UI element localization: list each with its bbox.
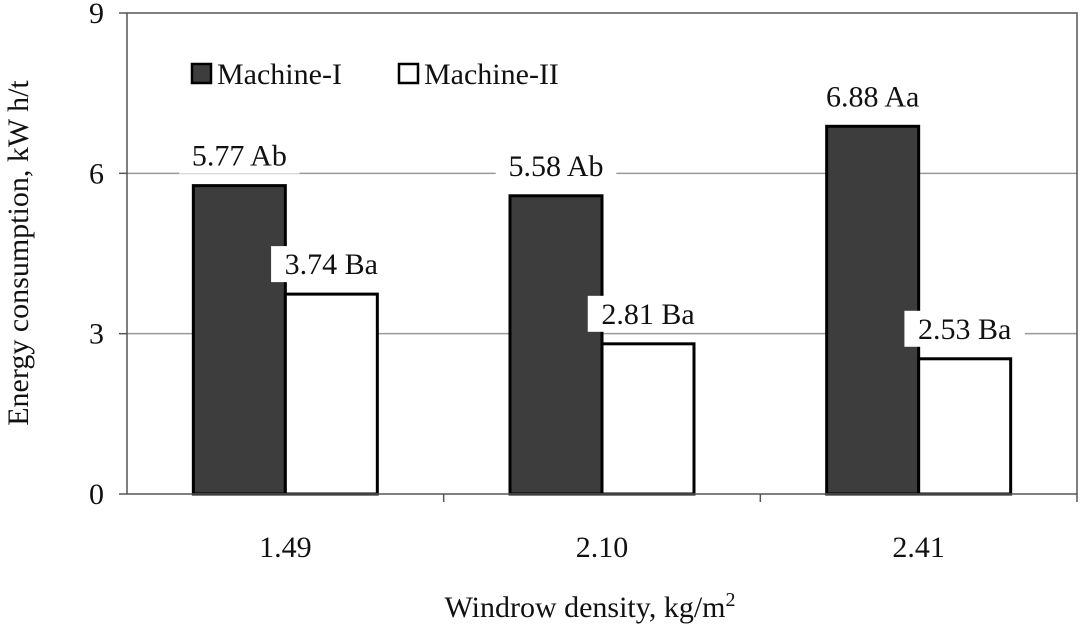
x-axis-title: Windrow density, kg/m2 — [445, 589, 736, 624]
x-axis-title-main: Windrow density, kg/m — [445, 591, 726, 624]
legend-label-machine-i: Machine-I — [217, 58, 342, 91]
x-axis-title-superscript: 2 — [726, 589, 736, 611]
x-tick-label: 2.41 — [892, 531, 945, 564]
x-axis-ticks: 1.49 2.10 2.41 — [259, 494, 1078, 564]
y-tick-label: 0 — [89, 478, 104, 511]
bar-machine-ii — [917, 357, 1013, 496]
data-label: 3.74 Ba — [285, 248, 378, 281]
y-tick-label: 9 — [89, 0, 104, 30]
bar-machine-i — [825, 124, 921, 496]
data-label-bg — [495, 147, 617, 184]
data-labels: 5.77 Ab 3.74 Ba 5.58 Ab 2.81 Ba 6.88 Aa 2.53 … — [179, 78, 1025, 347]
bar-machine-i — [508, 194, 604, 496]
y-axis-title: Energy consumption, kW h/t — [2, 80, 35, 426]
bar-machine-ii — [283, 292, 379, 496]
bar-machine-i — [191, 184, 287, 496]
x-tick-label: 2.10 — [576, 531, 629, 564]
legend-swatch-machine-i — [190, 62, 213, 85]
data-label-bg — [271, 246, 392, 283]
data-label: 5.77 Ab — [192, 140, 287, 173]
data-label: 2.53 Ba — [918, 313, 1011, 346]
legend-swatch-machine-ii — [397, 62, 420, 85]
x-tick-label: 1.49 — [259, 531, 312, 564]
axes — [126, 12, 1078, 495]
y-tick-label: 6 — [89, 157, 104, 190]
bars — [191, 124, 1013, 496]
bar-machine-ii — [600, 342, 696, 496]
data-label: 5.58 Ab — [508, 150, 603, 183]
data-label-bg — [179, 137, 300, 174]
data-label-bg — [812, 78, 933, 115]
data-label-bg — [904, 310, 1025, 347]
y-tick-label: 3 — [89, 318, 104, 351]
y-axis-ticks: 0 3 6 9 — [89, 0, 127, 511]
data-label-bg — [587, 295, 709, 332]
plot-border — [126, 12, 1078, 495]
legend-label-machine-ii: Machine-II — [424, 58, 559, 91]
legend: Machine-I Machine-II — [190, 58, 559, 91]
data-label: 2.81 Ba — [601, 298, 694, 331]
data-label: 6.88 Aa — [826, 80, 919, 113]
